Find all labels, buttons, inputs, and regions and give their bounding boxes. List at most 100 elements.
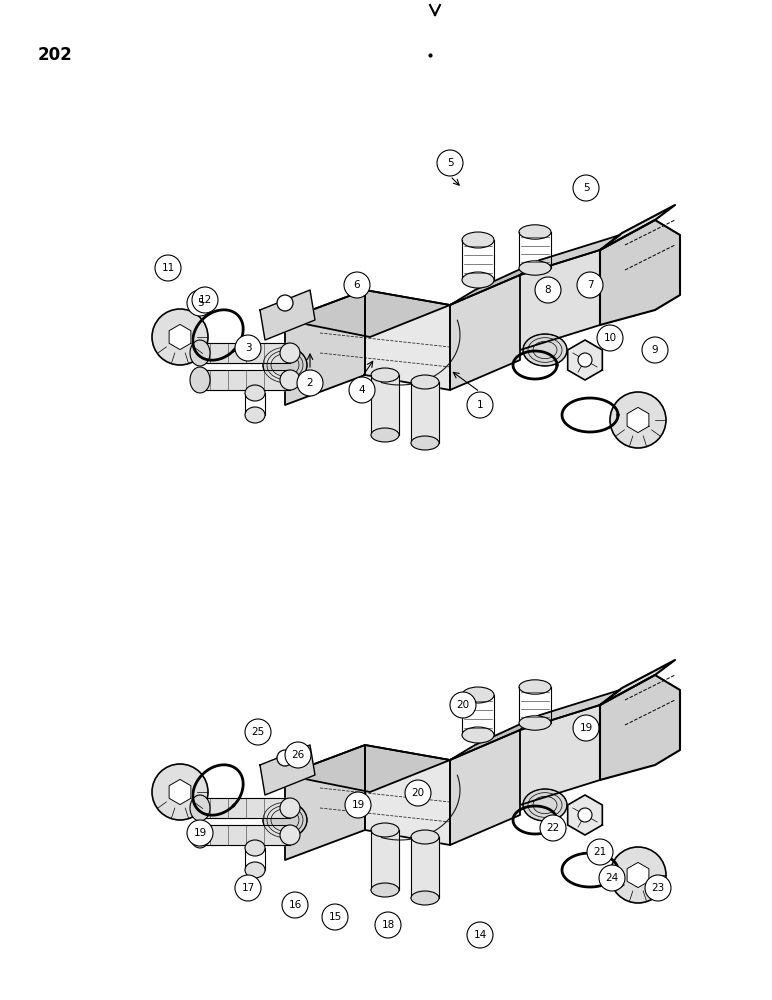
Ellipse shape	[280, 825, 300, 845]
Polygon shape	[627, 407, 649, 433]
Text: 21: 21	[594, 847, 607, 857]
Circle shape	[645, 875, 671, 901]
Ellipse shape	[523, 789, 567, 821]
Ellipse shape	[411, 436, 439, 450]
Circle shape	[187, 290, 213, 316]
Circle shape	[610, 847, 666, 903]
Text: 9: 9	[652, 345, 659, 355]
Circle shape	[540, 815, 566, 841]
Circle shape	[344, 272, 370, 298]
Circle shape	[152, 764, 208, 820]
Ellipse shape	[462, 232, 494, 248]
Ellipse shape	[411, 891, 439, 905]
Circle shape	[192, 287, 218, 313]
Text: 8: 8	[545, 285, 551, 295]
Circle shape	[345, 792, 371, 818]
Ellipse shape	[280, 798, 300, 818]
Text: 19: 19	[351, 800, 364, 810]
Text: 25: 25	[252, 727, 265, 737]
Circle shape	[349, 377, 375, 403]
Circle shape	[599, 865, 625, 891]
Ellipse shape	[190, 795, 210, 821]
Circle shape	[187, 820, 213, 846]
Text: 5: 5	[447, 158, 453, 168]
Polygon shape	[200, 798, 290, 818]
Polygon shape	[520, 250, 600, 350]
Polygon shape	[365, 745, 450, 845]
Ellipse shape	[462, 727, 494, 743]
Polygon shape	[371, 830, 399, 890]
Polygon shape	[285, 290, 450, 337]
Circle shape	[235, 335, 261, 361]
Text: 5: 5	[583, 183, 589, 193]
Ellipse shape	[462, 272, 494, 288]
Circle shape	[577, 272, 603, 298]
Circle shape	[535, 277, 561, 303]
Ellipse shape	[462, 687, 494, 703]
Text: 22: 22	[547, 823, 560, 833]
Text: 20: 20	[456, 700, 469, 710]
Circle shape	[467, 922, 493, 948]
Circle shape	[277, 750, 293, 766]
Circle shape	[375, 912, 401, 938]
Ellipse shape	[263, 802, 307, 838]
Circle shape	[642, 337, 668, 363]
Circle shape	[152, 309, 208, 365]
Text: 5: 5	[197, 298, 203, 308]
Circle shape	[405, 780, 431, 806]
Ellipse shape	[371, 823, 399, 837]
Polygon shape	[371, 375, 399, 435]
Polygon shape	[200, 343, 290, 363]
Polygon shape	[169, 324, 191, 350]
Circle shape	[277, 295, 293, 311]
Ellipse shape	[519, 680, 551, 694]
Circle shape	[597, 325, 623, 351]
Polygon shape	[450, 260, 540, 305]
Circle shape	[285, 742, 311, 768]
Polygon shape	[365, 290, 450, 390]
Text: 15: 15	[328, 912, 342, 922]
Ellipse shape	[371, 368, 399, 382]
Text: 11: 11	[161, 263, 174, 273]
Text: 1: 1	[476, 400, 483, 410]
Text: 10: 10	[604, 333, 617, 343]
Circle shape	[235, 875, 261, 901]
Ellipse shape	[190, 367, 210, 393]
Ellipse shape	[245, 385, 265, 401]
Circle shape	[467, 392, 493, 418]
Polygon shape	[260, 745, 315, 795]
Circle shape	[282, 892, 308, 918]
Ellipse shape	[519, 261, 551, 275]
Polygon shape	[520, 235, 620, 275]
Polygon shape	[450, 715, 540, 760]
Ellipse shape	[245, 840, 265, 856]
Text: 23: 23	[652, 883, 665, 893]
Ellipse shape	[280, 343, 300, 363]
Text: 202: 202	[38, 46, 73, 64]
Circle shape	[155, 255, 181, 281]
Text: 24: 24	[605, 873, 618, 883]
Ellipse shape	[371, 883, 399, 897]
Ellipse shape	[371, 428, 399, 442]
Circle shape	[578, 353, 592, 367]
Polygon shape	[285, 745, 450, 792]
Text: 19: 19	[193, 828, 207, 838]
Polygon shape	[450, 275, 520, 390]
Ellipse shape	[263, 347, 307, 383]
Text: 7: 7	[587, 280, 594, 290]
Text: 26: 26	[291, 750, 305, 760]
Ellipse shape	[245, 407, 265, 423]
Circle shape	[573, 175, 599, 201]
Text: 16: 16	[289, 900, 302, 910]
Ellipse shape	[245, 862, 265, 878]
Text: 6: 6	[354, 280, 361, 290]
Ellipse shape	[519, 225, 551, 239]
Text: 12: 12	[198, 295, 212, 305]
Circle shape	[578, 808, 592, 822]
Circle shape	[297, 370, 323, 396]
Polygon shape	[285, 745, 365, 860]
Polygon shape	[600, 675, 680, 780]
Ellipse shape	[190, 340, 210, 366]
Circle shape	[587, 839, 613, 865]
Polygon shape	[600, 220, 680, 325]
